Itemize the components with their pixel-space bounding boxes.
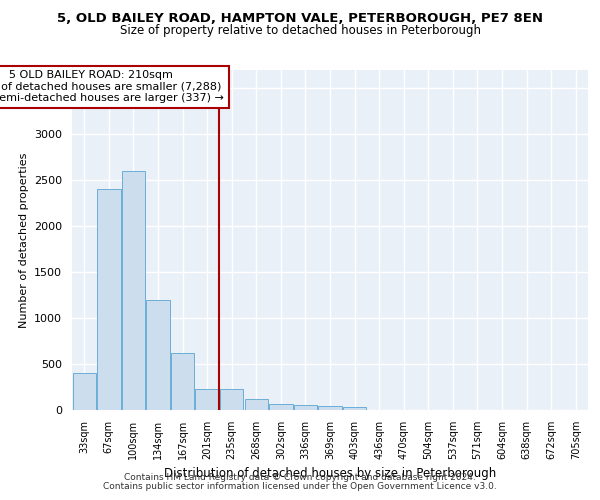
Bar (146, 300, 170, 410)
Text: Contains HM Land Registry data © Crown copyright and database right 2024.: Contains HM Land Registry data © Crown c… (124, 474, 476, 482)
Bar (220, 389, 244, 410)
Bar (319, 406, 341, 410)
Bar (269, 404, 293, 410)
X-axis label: Distribution of detached houses by size in Peterborough: Distribution of detached houses by size … (164, 468, 496, 480)
Bar (343, 407, 366, 410)
Bar (73, 373, 96, 410)
Text: Contains public sector information licensed under the Open Government Licence v3: Contains public sector information licen… (103, 482, 497, 491)
Text: 5, OLD BAILEY ROAD, HAMPTON VALE, PETERBOROUGH, PE7 8EN: 5, OLD BAILEY ROAD, HAMPTON VALE, PETERB… (57, 12, 543, 26)
Bar (196, 389, 219, 410)
Bar (171, 353, 194, 410)
Text: 5 OLD BAILEY ROAD: 210sqm
← 95% of detached houses are smaller (7,288)
4% of sem: 5 OLD BAILEY ROAD: 210sqm ← 95% of detac… (0, 70, 224, 103)
Y-axis label: Number of detached properties: Number of detached properties (19, 152, 29, 328)
Bar (245, 400, 268, 410)
Text: Size of property relative to detached houses in Peterborough: Size of property relative to detached ho… (119, 24, 481, 37)
Bar (294, 405, 317, 410)
Bar (97, 190, 121, 410)
Bar (122, 171, 145, 410)
